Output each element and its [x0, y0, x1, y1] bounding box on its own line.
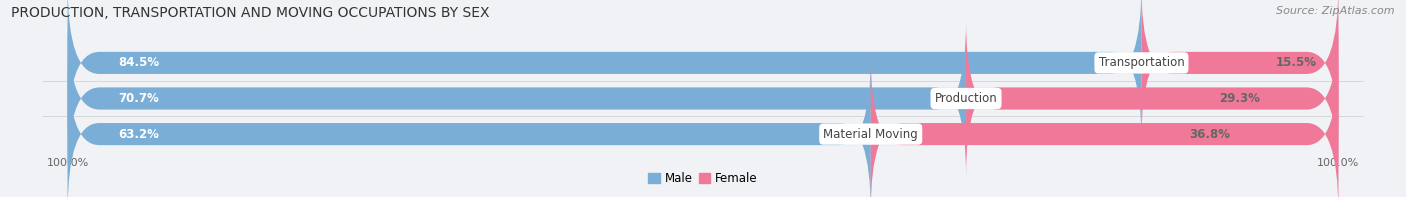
- FancyBboxPatch shape: [67, 56, 1339, 197]
- Text: Source: ZipAtlas.com: Source: ZipAtlas.com: [1277, 6, 1395, 16]
- Text: Material Moving: Material Moving: [824, 128, 918, 141]
- Text: 63.2%: 63.2%: [118, 128, 159, 141]
- Text: 36.8%: 36.8%: [1188, 128, 1230, 141]
- FancyBboxPatch shape: [966, 20, 1339, 177]
- FancyBboxPatch shape: [67, 0, 1142, 141]
- Text: 15.5%: 15.5%: [1275, 56, 1316, 69]
- FancyBboxPatch shape: [67, 0, 1339, 141]
- Legend: Male, Female: Male, Female: [644, 167, 762, 190]
- Text: PRODUCTION, TRANSPORTATION AND MOVING OCCUPATIONS BY SEX: PRODUCTION, TRANSPORTATION AND MOVING OC…: [11, 6, 489, 20]
- FancyBboxPatch shape: [67, 20, 966, 177]
- Text: 29.3%: 29.3%: [1219, 92, 1260, 105]
- Text: 84.5%: 84.5%: [118, 56, 159, 69]
- FancyBboxPatch shape: [1142, 0, 1339, 141]
- Text: 70.7%: 70.7%: [118, 92, 159, 105]
- Text: Transportation: Transportation: [1098, 56, 1184, 69]
- FancyBboxPatch shape: [67, 56, 870, 197]
- Text: Production: Production: [935, 92, 997, 105]
- FancyBboxPatch shape: [870, 56, 1339, 197]
- FancyBboxPatch shape: [67, 20, 1339, 177]
